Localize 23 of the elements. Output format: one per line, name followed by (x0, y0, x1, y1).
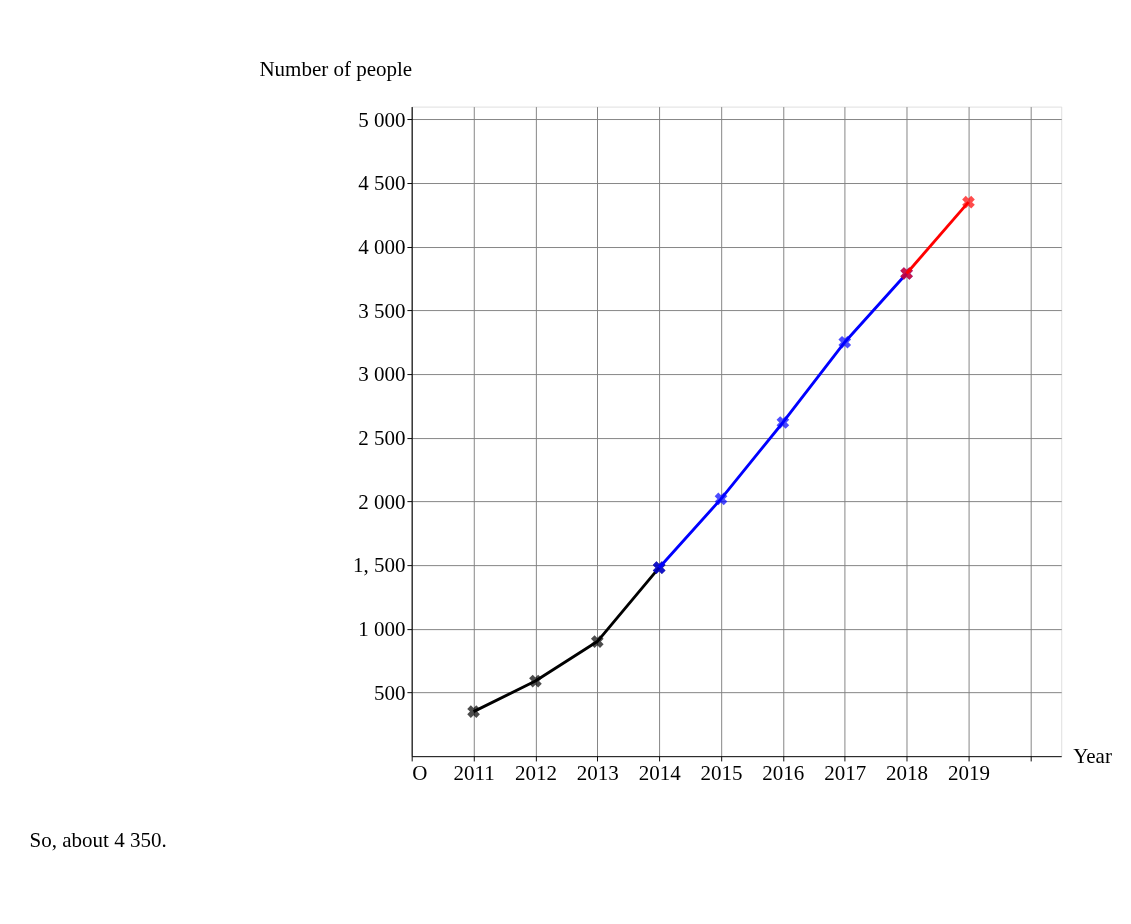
x-tick-label: O (412, 760, 428, 785)
x-tick-label: 2016 (762, 760, 805, 785)
y-tick-label: 1 000 (358, 616, 406, 641)
x-tick-label: 2011 (453, 760, 495, 785)
y-tick-label: 500 (374, 680, 406, 705)
x-tick-label: 2018 (886, 760, 929, 785)
y-tick-label: 3 500 (358, 298, 406, 323)
y-tick-label: 2 000 (358, 489, 406, 514)
x-axis-title: Year (1073, 744, 1112, 769)
x-tick-label: 2019 (947, 760, 990, 785)
y-tick-label: 3 000 (358, 362, 406, 387)
x-tick-label: 2014 (638, 760, 682, 785)
y-tick-label: 5 000 (358, 107, 406, 132)
x-tick-label: 2017 (824, 760, 867, 785)
y-tick-label: 2 500 (358, 425, 406, 450)
x-tick-label: 2013 (576, 760, 619, 785)
y-axis-title: Number of people (259, 56, 413, 81)
x-tick-label: 2012 (514, 760, 557, 785)
y-tick-label: 1, 500 (353, 553, 406, 578)
text: So, about 4 350. (29, 827, 167, 852)
y-tick-label: 4 500 (358, 171, 406, 196)
x-tick-label: 2015 (700, 760, 743, 785)
y-tick-label: 4 000 (358, 234, 406, 259)
